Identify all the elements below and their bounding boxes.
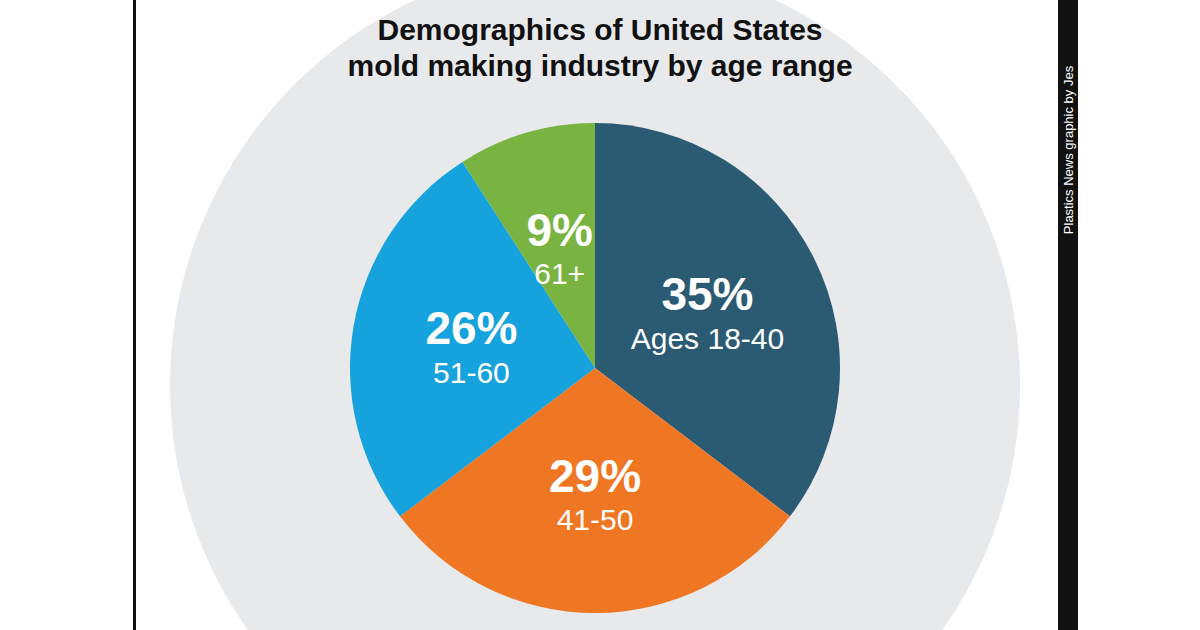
svg-text:Plastics News graphic by Jes: Plastics News graphic by Jes (1061, 65, 1076, 234)
svg-text:mold making industry by age ra: mold making industry by age range (347, 49, 852, 82)
svg-text:51-60: 51-60 (433, 356, 510, 389)
svg-text:Demographics of United States: Demographics of United States (377, 13, 822, 46)
svg-text:26%: 26% (425, 302, 517, 354)
svg-text:Ages 18-40: Ages 18-40 (631, 322, 784, 355)
svg-text:61+: 61+ (534, 257, 585, 290)
svg-text:41-50: 41-50 (557, 503, 634, 536)
svg-text:29%: 29% (549, 450, 641, 502)
svg-text:9%: 9% (526, 204, 592, 256)
svg-text:35%: 35% (661, 268, 753, 320)
